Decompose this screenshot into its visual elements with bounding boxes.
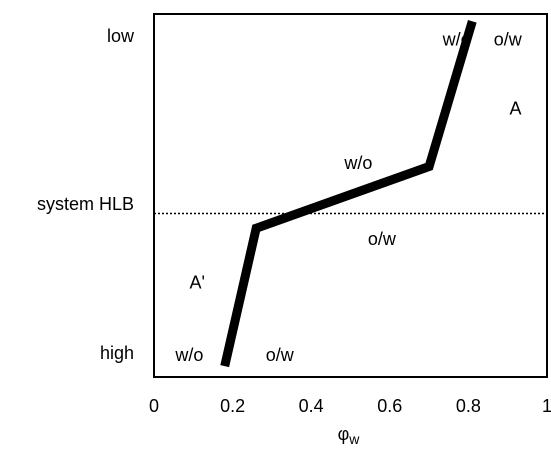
x-axis-label: φw (338, 424, 361, 447)
x-tick-label: 1 (542, 396, 551, 416)
plot-frame (153, 13, 548, 378)
series-line (220, 20, 477, 368)
y-tick-label: low (107, 26, 135, 46)
x-axis-ticks: 0 0.2 0.4 0.6 0.8 1 (149, 396, 551, 416)
x-tick-label: 0 (149, 396, 159, 416)
y-tick-label: high (100, 343, 134, 363)
x-tick-label: 0.4 (299, 396, 324, 416)
region-label: w/o (343, 153, 372, 173)
region-labels: w/o o/w Aw/o o/w A' w/o o/w (174, 29, 522, 365)
region-label: w/o (442, 29, 471, 49)
region-label: o/w (266, 345, 295, 365)
region-label: o/w (494, 29, 523, 49)
x-tick-label: 0.6 (377, 396, 402, 416)
region-label: A (510, 98, 522, 118)
y-tick-label: system HLB (37, 194, 134, 214)
x-axis-label-subscript: w (348, 431, 360, 447)
region-label: o/w (368, 229, 397, 249)
x-tick-label: 0.8 (456, 396, 481, 416)
x-axis-label-main: φ (338, 424, 350, 444)
y-axis-ticks: low system HLB high (37, 26, 135, 363)
region-label: A' (190, 273, 205, 293)
region-label: w/o (174, 345, 203, 365)
x-tick-label: 0.2 (220, 396, 245, 416)
